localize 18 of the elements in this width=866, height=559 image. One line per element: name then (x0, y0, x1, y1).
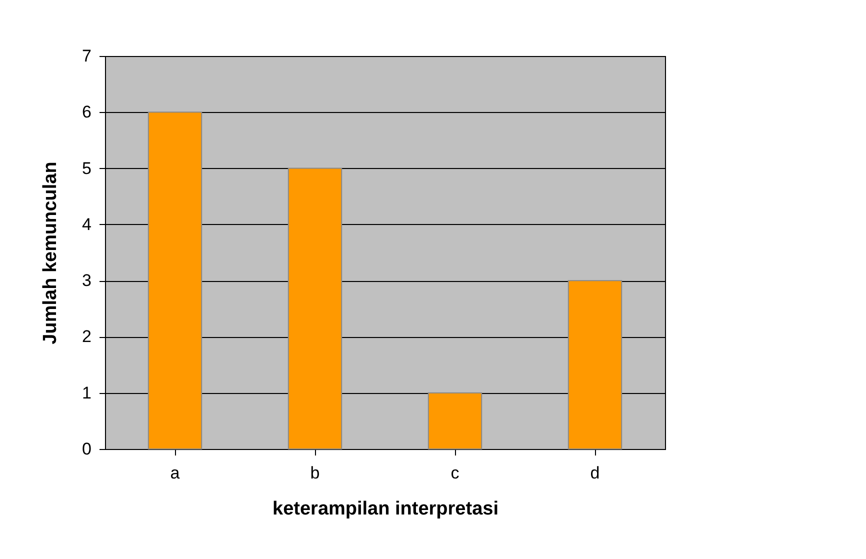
bar (288, 168, 342, 450)
y-tick-label: 3 (82, 271, 92, 290)
y-tick-label: 7 (82, 46, 92, 66)
x-tick-label: c (450, 464, 460, 482)
x-axis-title: keterampilan interpretasi (272, 498, 498, 520)
y-tick-label: 2 (82, 327, 92, 346)
bar (428, 392, 482, 450)
y-tick-label: 0 (82, 440, 92, 458)
y-tick-label: 1 (82, 383, 92, 402)
x-tick-label: d (590, 464, 600, 482)
y-axis-title: Jumlah kemunculan (40, 162, 62, 344)
y-tick-label: 4 (82, 214, 92, 234)
x-tick-label: b (310, 464, 320, 482)
bar (568, 280, 622, 450)
bar (148, 112, 202, 450)
y-tick-label: 6 (82, 102, 92, 122)
x-tick-label: a (170, 464, 180, 482)
y-tick-label: 5 (82, 158, 92, 178)
